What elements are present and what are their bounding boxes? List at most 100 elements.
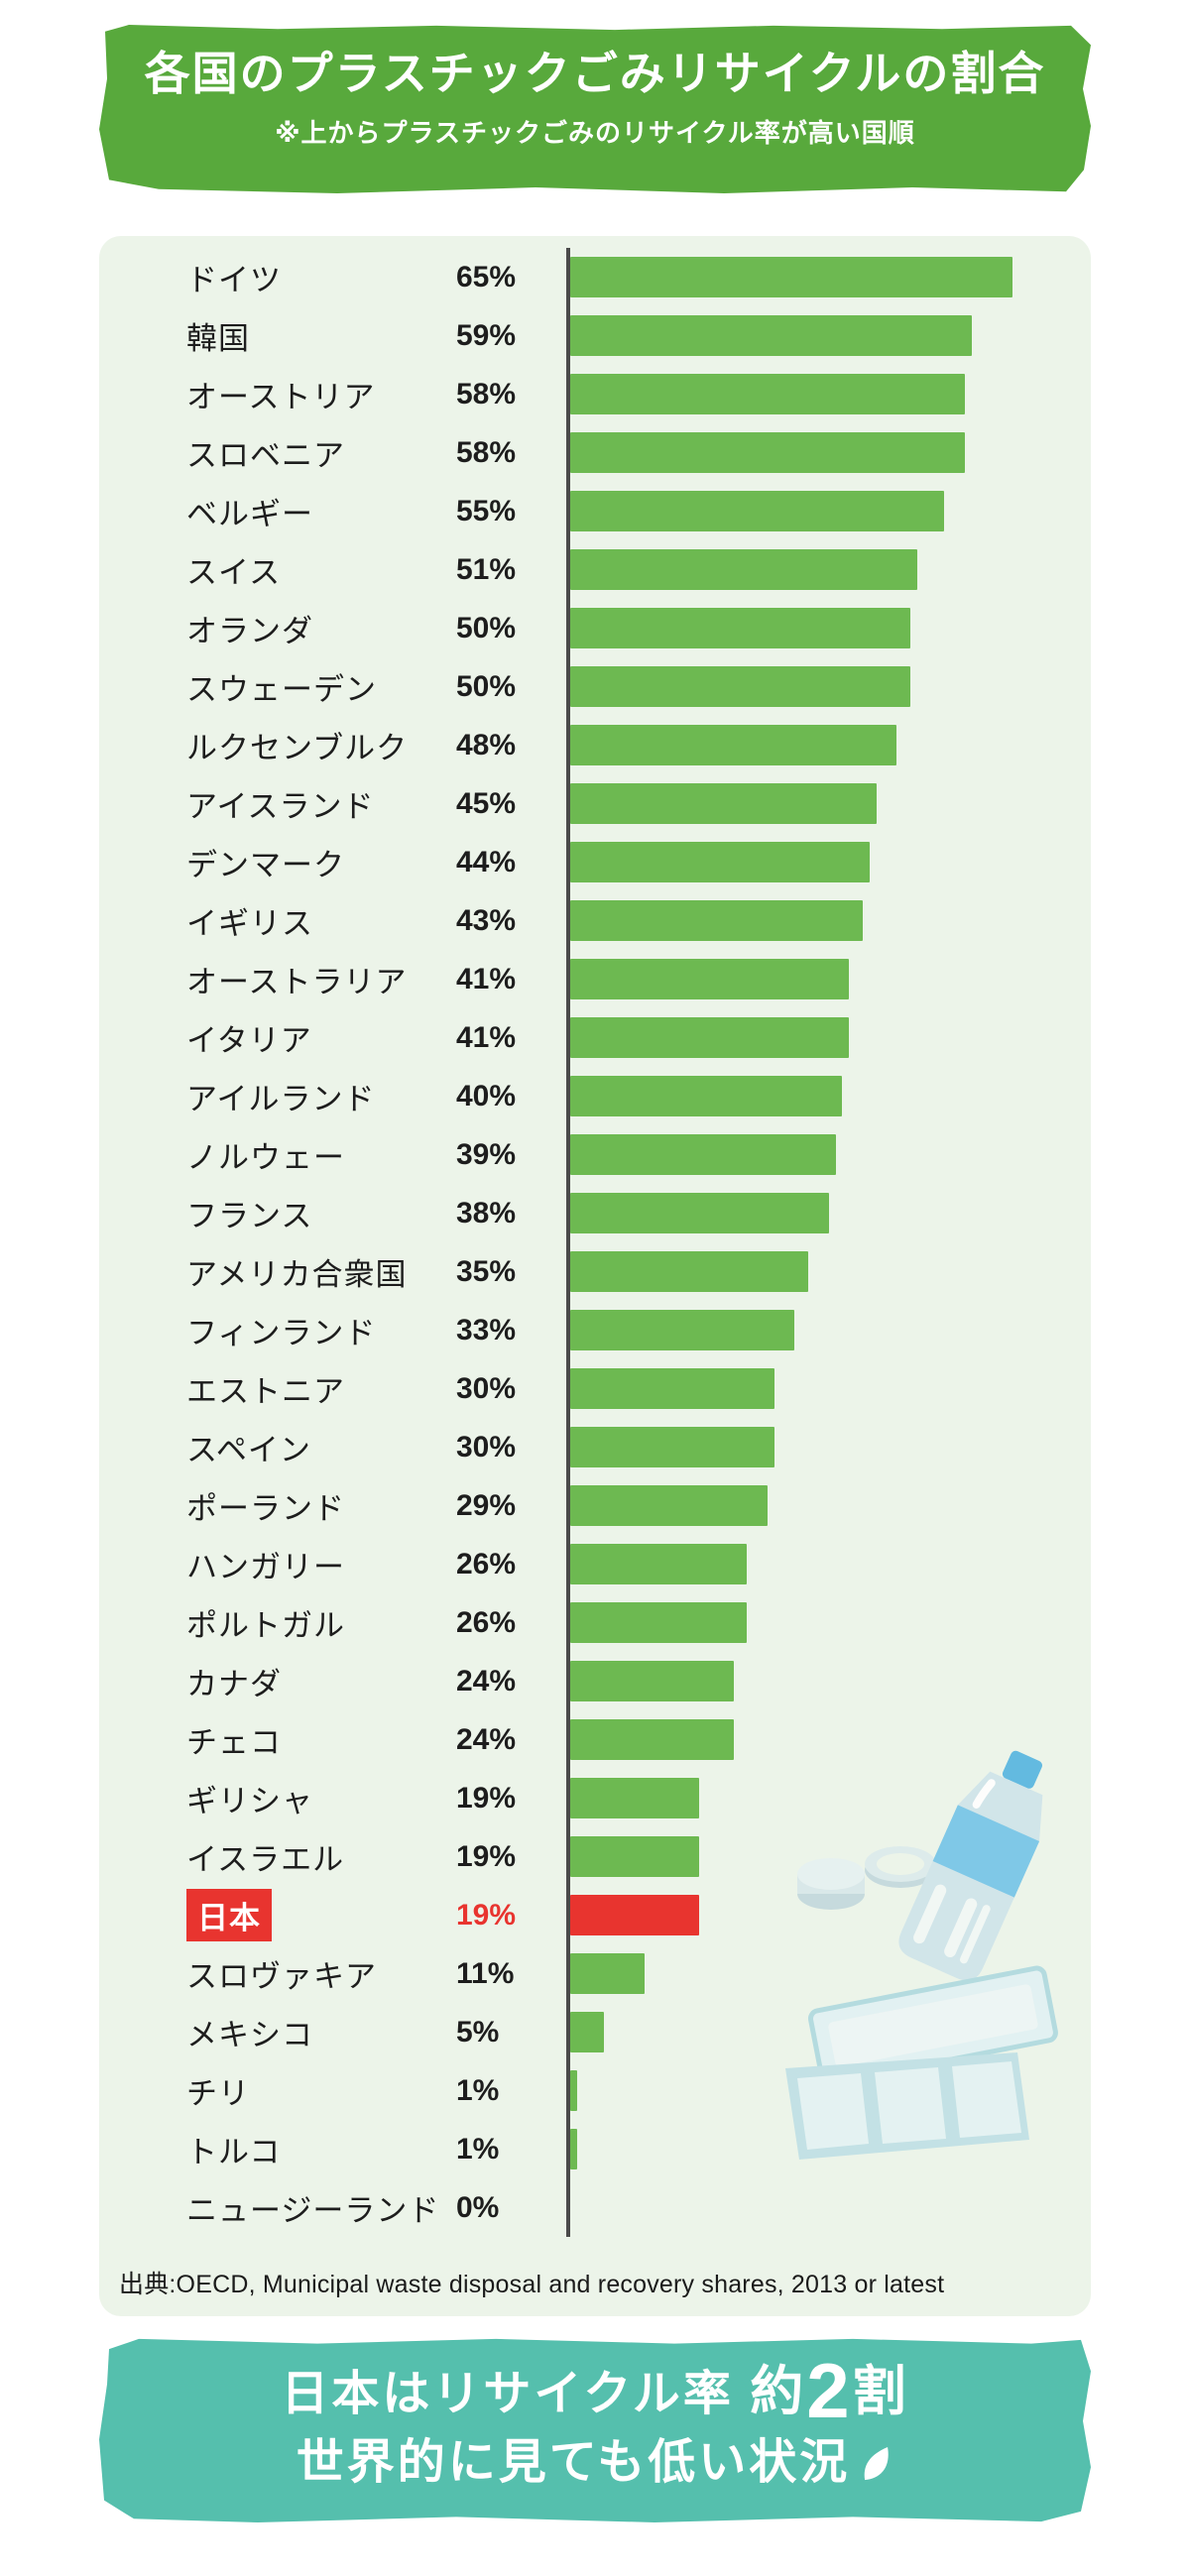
country-cell: フランス bbox=[186, 1191, 456, 1235]
bar bbox=[570, 1485, 768, 1526]
chart-row: ギリシャ 19% bbox=[99, 1769, 1091, 1827]
chart-row: スイス 51% bbox=[99, 540, 1091, 599]
chart-rows: ドイツ 65% 韓国 59% オーストリア 58% スロベニア 58% ベルギー 55% スイス 51… bbox=[99, 248, 1091, 2237]
country-label: 日本 bbox=[186, 1889, 272, 1941]
country-label: ルクセンブルク bbox=[186, 731, 409, 765]
country-cell: ポーランド bbox=[186, 1483, 456, 1528]
country-label: メキシコ bbox=[186, 2018, 313, 2052]
country-cell: アメリカ合衆国 bbox=[186, 1249, 456, 1294]
bar bbox=[570, 1661, 734, 1701]
bar bbox=[570, 257, 1012, 297]
bar-track bbox=[566, 1067, 1091, 1125]
country-label: ニュージーランド bbox=[186, 2193, 440, 2228]
bar bbox=[570, 2070, 577, 2111]
bar bbox=[570, 315, 972, 356]
country-label: ベルギー bbox=[186, 497, 313, 531]
country-label: アメリカ合衆国 bbox=[186, 1257, 408, 1292]
footer-line1: 日本はリサイクル率 約2割 bbox=[99, 2352, 1091, 2429]
country-cell: チリ bbox=[186, 2068, 456, 2113]
country-label: ギリシャ bbox=[186, 1784, 313, 1818]
value-label: 30% bbox=[456, 1430, 517, 1464]
bar-track bbox=[566, 1242, 1091, 1301]
country-cell: 韓国 bbox=[186, 313, 456, 358]
country-label: トルコ bbox=[186, 2135, 282, 2169]
leaf-icon bbox=[860, 2444, 893, 2493]
value-label: 58% bbox=[456, 377, 517, 410]
chart-row: スロベニア 58% bbox=[99, 423, 1091, 482]
country-label: ポルトガル bbox=[186, 1608, 345, 1643]
bar-track bbox=[566, 716, 1091, 774]
bar bbox=[570, 842, 870, 882]
footer-line1-segment: 日本はリサイクル率 bbox=[281, 2368, 751, 2420]
chart-row: トルコ 1% bbox=[99, 2120, 1091, 2178]
country-cell: ギリシャ bbox=[186, 1776, 456, 1820]
value-label: 41% bbox=[456, 1020, 517, 1054]
bar bbox=[570, 1836, 699, 1877]
value-label: 35% bbox=[456, 1254, 517, 1288]
chart-row: ベルギー 55% bbox=[99, 482, 1091, 540]
value-label: 50% bbox=[456, 611, 517, 644]
source-note: 出典:OECD, Municipal waste disposal and re… bbox=[119, 2271, 945, 2298]
country-cell: ノルウェー bbox=[186, 1132, 456, 1177]
chart-row: フィンランド 33% bbox=[99, 1301, 1091, 1359]
country-cell: ベルギー bbox=[186, 489, 456, 533]
bar-track bbox=[566, 2003, 1091, 2061]
bar-track bbox=[566, 1769, 1091, 1827]
country-cell: スロヴァキア bbox=[186, 1951, 456, 1996]
chart-panel: ドイツ 65% 韓国 59% オーストリア 58% スロベニア 58% ベルギー 55% スイス 51… bbox=[99, 236, 1091, 2316]
chart-row: チェコ 24% bbox=[99, 1710, 1091, 1769]
chart-row: ドイツ 65% bbox=[99, 248, 1091, 306]
country-label: スロベニア bbox=[186, 438, 345, 473]
value-label: 1% bbox=[456, 2132, 500, 2166]
country-cell: トルコ bbox=[186, 2127, 456, 2171]
value-label: 1% bbox=[456, 2073, 500, 2107]
chart-row: ポーランド 29% bbox=[99, 1476, 1091, 1535]
value-label: 29% bbox=[456, 1488, 517, 1522]
bar-track bbox=[566, 1184, 1091, 1242]
value-label: 39% bbox=[456, 1137, 517, 1171]
chart-row: アイスランド 45% bbox=[99, 774, 1091, 833]
bar-track bbox=[566, 891, 1091, 950]
value-label: 11% bbox=[456, 1956, 515, 1990]
country-cell: カナダ bbox=[186, 1659, 456, 1703]
country-cell: イスラエル bbox=[186, 1834, 456, 1879]
pet-bottle-icon bbox=[898, 1750, 1043, 1981]
value-label: 65% bbox=[456, 260, 517, 293]
bar bbox=[570, 1602, 747, 1643]
country-label: 韓国 bbox=[186, 321, 250, 356]
chart-row: ノルウェー 39% bbox=[99, 1125, 1091, 1184]
bar-track bbox=[566, 1710, 1091, 1769]
country-cell: スロベニア bbox=[186, 430, 456, 475]
food-tray-icon bbox=[785, 1965, 1058, 2160]
value-label: 5% bbox=[456, 2015, 500, 2049]
bar bbox=[570, 2129, 577, 2169]
chart-row: オーストリア 58% bbox=[99, 365, 1091, 423]
chart-row: アイルランド 40% bbox=[99, 1067, 1091, 1125]
bar-track bbox=[566, 1652, 1091, 1710]
value-label: 43% bbox=[456, 903, 517, 937]
chart-row: スウェーデン 50% bbox=[99, 657, 1091, 716]
bar-track bbox=[566, 1301, 1091, 1359]
bar bbox=[570, 1193, 829, 1233]
chart-row: 韓国 59% bbox=[99, 306, 1091, 365]
bar-track bbox=[566, 540, 1091, 599]
chart-row: スペイン 30% bbox=[99, 1418, 1091, 1476]
bar-track bbox=[566, 1593, 1091, 1652]
bar bbox=[570, 1134, 836, 1175]
bar-track bbox=[566, 2061, 1091, 2120]
country-cell: メキシコ bbox=[186, 2010, 456, 2054]
chart-row: デンマーク 44% bbox=[99, 833, 1091, 891]
chart-row: エストニア 30% bbox=[99, 1359, 1091, 1418]
country-cell: ハンガリー bbox=[186, 1542, 456, 1586]
bar-track bbox=[566, 1125, 1091, 1184]
value-label: 0% bbox=[456, 2190, 500, 2224]
bar-track bbox=[566, 1886, 1091, 1944]
value-label: 24% bbox=[456, 1664, 517, 1698]
bar bbox=[570, 900, 863, 941]
bar bbox=[570, 608, 910, 648]
country-label: スイス bbox=[186, 555, 282, 590]
value-label: 40% bbox=[456, 1079, 517, 1112]
bar bbox=[570, 666, 910, 707]
page-subtitle: ※上からプラスチックごみのリサイクル率が高い国順 bbox=[275, 117, 915, 148]
header-banner: 各国のプラスチックごみリサイクルの割合 ※上からプラスチックごみのリサイクル率が… bbox=[99, 25, 1091, 193]
